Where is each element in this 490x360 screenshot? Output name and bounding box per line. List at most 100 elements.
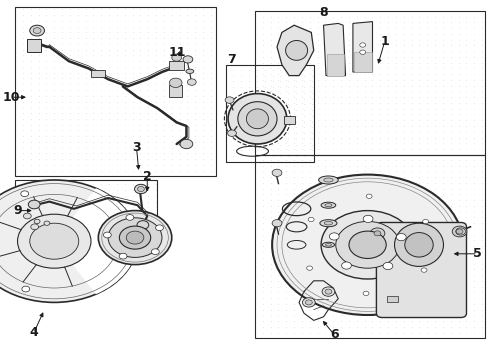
Text: 8: 8	[319, 6, 328, 19]
Circle shape	[322, 287, 335, 296]
Circle shape	[30, 25, 45, 36]
Text: 9: 9	[14, 204, 23, 217]
Circle shape	[370, 228, 385, 239]
Bar	[170, 85, 182, 97]
Circle shape	[342, 262, 351, 269]
Circle shape	[308, 217, 314, 222]
Circle shape	[135, 184, 147, 194]
Circle shape	[423, 219, 429, 224]
Circle shape	[349, 231, 386, 258]
Circle shape	[24, 213, 31, 219]
Circle shape	[360, 50, 366, 54]
Text: 1: 1	[380, 35, 389, 48]
Text: 11: 11	[169, 46, 186, 59]
Bar	[284, 116, 295, 124]
Circle shape	[366, 194, 372, 198]
Circle shape	[108, 218, 162, 257]
Circle shape	[18, 214, 91, 268]
Text: 2: 2	[143, 170, 151, 183]
Text: 3: 3	[132, 141, 141, 154]
Circle shape	[383, 262, 393, 270]
Circle shape	[227, 130, 236, 136]
Ellipse shape	[186, 69, 194, 73]
Ellipse shape	[324, 221, 333, 225]
Circle shape	[156, 225, 164, 231]
Circle shape	[272, 175, 463, 315]
Circle shape	[325, 289, 332, 294]
Circle shape	[34, 219, 40, 224]
Ellipse shape	[321, 202, 336, 208]
Circle shape	[21, 191, 28, 197]
Circle shape	[120, 226, 151, 249]
Ellipse shape	[318, 176, 338, 184]
Circle shape	[421, 268, 427, 272]
Circle shape	[126, 215, 134, 220]
Ellipse shape	[286, 41, 308, 60]
Ellipse shape	[325, 204, 332, 207]
Circle shape	[28, 200, 40, 209]
Circle shape	[44, 221, 50, 225]
Circle shape	[456, 229, 463, 234]
Circle shape	[183, 56, 193, 63]
Circle shape	[33, 28, 41, 33]
Circle shape	[103, 232, 111, 238]
Circle shape	[329, 233, 339, 240]
Circle shape	[30, 223, 79, 259]
Bar	[15, 180, 157, 259]
Circle shape	[187, 79, 196, 85]
Bar	[170, 61, 184, 70]
Bar	[387, 296, 398, 302]
Circle shape	[225, 97, 234, 103]
Circle shape	[170, 78, 182, 87]
Circle shape	[302, 298, 315, 307]
Circle shape	[272, 169, 282, 176]
Text: 5: 5	[473, 247, 482, 260]
Ellipse shape	[324, 178, 333, 182]
Bar	[15, 7, 216, 176]
Circle shape	[374, 231, 381, 236]
Circle shape	[0, 180, 138, 302]
Text: 6: 6	[330, 328, 339, 341]
Circle shape	[305, 300, 312, 305]
Bar	[354, 52, 371, 72]
Ellipse shape	[394, 223, 443, 266]
Circle shape	[321, 211, 414, 279]
Ellipse shape	[325, 243, 331, 246]
Polygon shape	[323, 23, 345, 76]
Bar	[225, 65, 314, 162]
Ellipse shape	[322, 242, 335, 247]
Ellipse shape	[320, 220, 337, 227]
Circle shape	[126, 231, 144, 244]
Ellipse shape	[246, 109, 269, 129]
Circle shape	[98, 211, 172, 265]
Circle shape	[452, 226, 467, 237]
Bar	[255, 11, 485, 155]
Text: 4: 4	[29, 327, 38, 339]
Circle shape	[137, 221, 149, 229]
Text: 10: 10	[2, 91, 20, 104]
Circle shape	[180, 139, 193, 149]
Ellipse shape	[405, 233, 433, 257]
Polygon shape	[277, 25, 314, 76]
Circle shape	[363, 291, 369, 296]
Circle shape	[396, 234, 406, 241]
Circle shape	[363, 215, 373, 222]
Bar	[27, 39, 41, 52]
Circle shape	[360, 43, 366, 47]
Circle shape	[31, 224, 39, 230]
Circle shape	[336, 221, 399, 268]
Circle shape	[138, 186, 145, 192]
Circle shape	[307, 266, 313, 270]
Bar	[91, 70, 105, 77]
Circle shape	[272, 220, 282, 227]
Circle shape	[151, 249, 159, 255]
Ellipse shape	[238, 102, 277, 136]
Text: 7: 7	[227, 53, 236, 66]
Circle shape	[119, 253, 127, 259]
Circle shape	[456, 228, 466, 235]
Circle shape	[22, 286, 30, 292]
Bar	[327, 54, 344, 76]
Circle shape	[172, 54, 182, 61]
Ellipse shape	[228, 94, 287, 144]
Polygon shape	[353, 22, 372, 72]
